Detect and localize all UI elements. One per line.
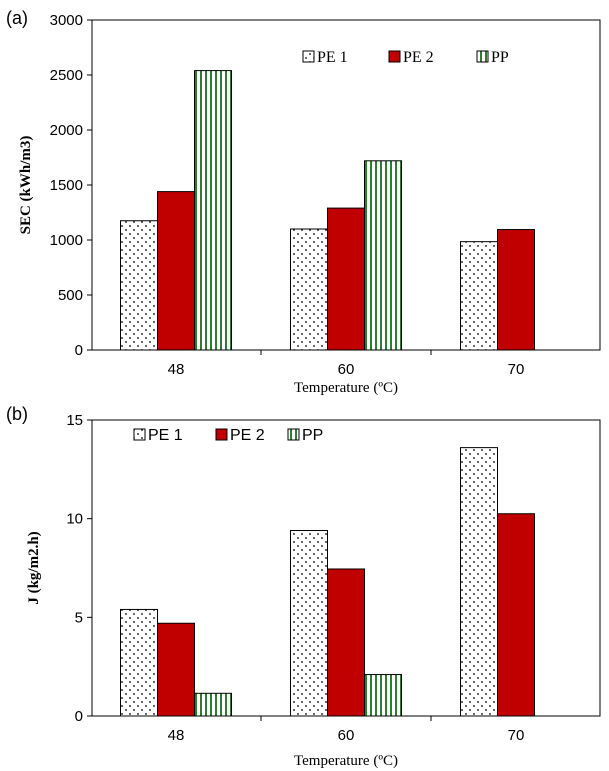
x-tick-label: 70 — [508, 727, 525, 744]
panel-a-y-axis: 0 500 1000 1500 2000 2500 3000 — [50, 12, 92, 359]
bar-pe2-48 — [157, 622, 195, 717]
panel-a-y-axis-label: SEC (kWh/m3) — [18, 136, 34, 235]
x-tick-label: 70 — [508, 361, 525, 378]
panel-b-bars — [120, 447, 535, 717]
y-tick-label: 0 — [75, 708, 83, 725]
panel-a-legend: PE 1 PE 2 PP — [302, 49, 509, 66]
y-tick-label: 3000 — [50, 12, 83, 29]
bar-pe2-70 — [497, 229, 535, 351]
legend-swatch-pp — [476, 50, 489, 63]
legend-swatch-pe1 — [302, 50, 315, 63]
legend-swatch-pe2 — [388, 50, 401, 63]
y-tick-label: 1500 — [50, 177, 83, 194]
bar-pe1-70 — [460, 241, 498, 351]
bar-pe1-60 — [290, 228, 328, 351]
bar-pp-48 — [194, 692, 232, 717]
legend-label-pe2: PE 2 — [403, 49, 434, 66]
y-tick-label: 15 — [66, 412, 83, 429]
legend-label-pe2: PE 2 — [230, 427, 265, 444]
bar-pe1-48 — [120, 220, 158, 351]
x-tick-label: 48 — [168, 361, 185, 378]
bar-pe2-60 — [327, 207, 365, 351]
bar-pe1-48 — [120, 608, 158, 717]
bar-pe1-60 — [290, 530, 328, 717]
x-tick-label: 60 — [338, 361, 355, 378]
bar-pe1-70 — [460, 447, 498, 717]
legend-label-pp: PP — [302, 427, 323, 444]
panel-b-y-axis-label: J (kg/m2.h) — [26, 531, 42, 604]
panel-b: (b) 0 5 10 15 48 60 70 J (kg/m2.h) Temperatur… — [6, 404, 601, 769]
panel-a-label: (a) — [6, 8, 28, 28]
y-tick-label: 2000 — [50, 122, 83, 139]
x-tick-label: 48 — [168, 727, 185, 744]
panel-b-x-axis: 48 60 70 — [168, 716, 525, 744]
y-tick-label: 1000 — [50, 232, 83, 249]
x-tick-label: 60 — [338, 727, 355, 744]
bar-pe2-48 — [157, 191, 195, 351]
y-tick-label: 5 — [75, 609, 83, 626]
panel-b-y-axis: 0 5 10 15 — [66, 412, 92, 725]
panel-a-x-axis-label: Temperature (ºC) — [294, 380, 398, 396]
legend-label-pp: PP — [491, 49, 509, 66]
y-tick-label: 0 — [75, 342, 83, 359]
panel-a-bars — [120, 70, 535, 351]
legend-label-pe1: PE 1 — [317, 49, 348, 66]
bar-pe2-70 — [497, 513, 535, 717]
panel-a-x-axis: 48 60 70 — [168, 350, 525, 378]
bar-pp-48 — [194, 70, 232, 351]
bar-pp-60 — [364, 160, 402, 351]
bar-pe2-60 — [327, 568, 365, 717]
y-tick-label: 10 — [66, 511, 83, 528]
legend-swatch-pe2 — [215, 428, 228, 441]
legend-swatch-pp — [287, 428, 300, 441]
legend-swatch-pe1 — [133, 428, 146, 441]
panel-a: (a) 0 500 1000 1500 2000 2500 3000 48 60 70 SEC … — [6, 8, 601, 396]
y-tick-label: 2500 — [50, 67, 83, 84]
panel-b-x-axis-label: Temperature (ºC) — [294, 753, 398, 769]
panel-b-label: (b) — [6, 404, 28, 424]
legend-label-pe1: PE 1 — [148, 427, 183, 444]
bar-pp-60 — [364, 674, 402, 717]
panel-b-legend: PE 1 PE 2 PP — [133, 427, 323, 444]
y-tick-label: 500 — [58, 287, 83, 304]
